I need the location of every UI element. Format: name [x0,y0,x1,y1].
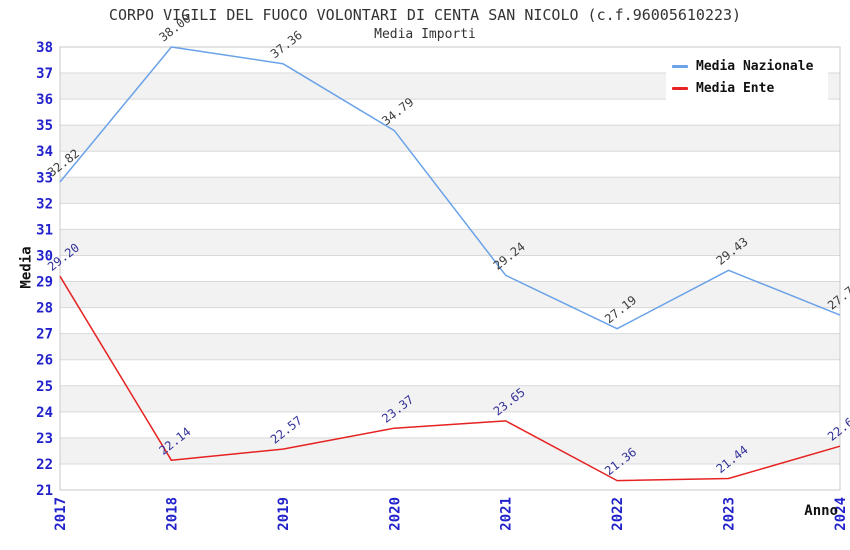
y-tick-label: 25 [36,379,53,395]
plot-band [60,385,840,412]
series-line-media-nazionale [59,46,841,330]
data-label: 22.68 [825,410,850,443]
plot-border [59,46,841,491]
legend-item-media-ente: Media Ente [672,81,822,96]
x-tick-label: 2024 [833,497,849,531]
data-label: 38.00 [156,11,193,44]
x-tick-label: 2020 [387,497,403,531]
y-tick-label: 36 [36,92,53,108]
y-tick-label: 28 [36,301,53,317]
y-axis-title: Media [18,246,35,289]
y-tick-label: 33 [36,170,53,186]
plot-band [60,125,840,152]
y-tick-label: 29 [36,275,53,291]
x-tick-label: 2022 [610,497,626,531]
x-tick-label: 2023 [722,497,738,531]
y-tick-label: 38 [36,40,53,56]
legend-label-media-nazionale: Media Nazionale [696,59,814,74]
data-label: 37.36 [268,28,305,61]
legend: Media Nazionale Media Ente [666,54,828,101]
y-tick-label: 37 [36,66,53,82]
chart-title: CORPO VIGILI DEL FUOCO VOLONTARI DI CENT… [108,6,742,24]
y-tick-label: 35 [36,118,53,134]
y-tick-label: 23 [36,431,53,447]
y-tick-label: 21 [36,483,53,499]
chart-subtitle: Media Importi [374,27,476,42]
legend-swatch-media-ente-icon [672,87,688,90]
y-tick-label: 30 [36,248,53,264]
legend-label-media-ente: Media Ente [696,81,775,96]
y-tick-label: 34 [36,144,53,160]
x-tick-label: 2018 [164,497,180,531]
y-tick-label: 26 [36,353,53,369]
y-tick-label: 22 [36,457,53,473]
y-tick-label: 27 [36,327,53,343]
legend-item-media-nazionale: Media Nazionale [672,59,822,74]
plot-band [60,177,840,204]
x-axis-title: Anno [804,503,838,519]
legend-swatch-media-nazionale-icon [672,65,688,68]
x-tick-label: 2019 [276,497,292,531]
plot-band [60,229,840,256]
y-tick-label: 32 [36,196,53,212]
series-line-media-ente [59,275,841,482]
plot-band [60,437,840,464]
data-label: 34.79 [379,95,416,128]
plot-band [60,333,840,360]
x-tick-label: 2021 [499,497,515,531]
y-tick-label: 24 [36,405,53,421]
x-tick-label: 2017 [53,497,69,531]
plot-band [60,281,840,308]
y-tick-label: 31 [36,222,53,238]
